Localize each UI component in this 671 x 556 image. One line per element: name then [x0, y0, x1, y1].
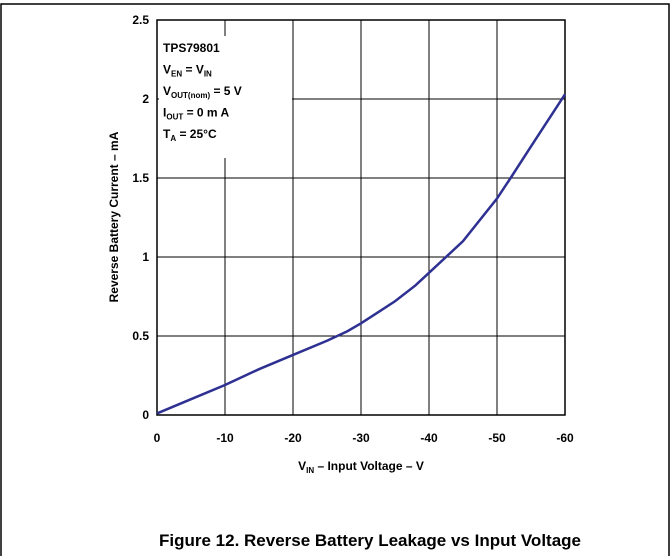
text-part: V: [298, 459, 306, 473]
y-tick-label: 0: [142, 408, 149, 422]
text-part: V: [163, 63, 171, 77]
x-tick-label: -60: [556, 431, 574, 445]
text-part: V: [163, 84, 171, 98]
x-tick-label: -10: [216, 431, 234, 445]
x-tick-label: -30: [352, 431, 370, 445]
subscript: A: [170, 134, 176, 143]
text-part: = 25°C: [176, 127, 217, 141]
subscript: EN: [171, 70, 182, 79]
x-axis-label: VIN – Input Voltage – V: [298, 459, 424, 475]
text-part: T: [163, 127, 171, 141]
annotation: IOUT = 0 m A: [163, 106, 229, 122]
figure-caption: Figure 12. Reverse Battery Leakage vs In…: [159, 531, 581, 550]
subscript: OUT: [166, 113, 183, 122]
subscript: IN: [306, 466, 314, 475]
text-part: = 5 V: [210, 84, 242, 98]
text-part: I: [163, 106, 166, 120]
text-part: = V: [182, 63, 204, 77]
y-tick-label: 2: [142, 92, 149, 106]
x-tick-label: 0: [154, 431, 161, 445]
y-axis-label: Reverse Battery Current – mA: [107, 131, 121, 302]
y-tick-label: 1: [142, 250, 149, 264]
annotation: TPS79801: [163, 41, 220, 55]
x-tick-label: -20: [284, 431, 302, 445]
y-tick-label: 2.5: [132, 13, 149, 27]
subscript: OUT(nom): [171, 91, 210, 100]
subscript: IN: [204, 70, 212, 79]
frame: [0, 3, 670, 556]
text-part: = 0 m A: [183, 106, 229, 120]
y-tick-label: 1.5: [132, 171, 149, 185]
annotation: VEN = VIN: [163, 63, 212, 79]
annotation-box: [159, 36, 292, 158]
annotation: VOUT(nom) = 5 V: [163, 84, 242, 100]
y-tick-label: 0.5: [132, 329, 149, 343]
text-part: TPS79801: [163, 41, 220, 55]
annotation: TA = 25°C: [163, 127, 217, 143]
plot-border: [156, 19, 566, 416]
text-part: – Input Voltage – V: [314, 459, 424, 473]
x-tick-label: -50: [488, 431, 506, 445]
data-line: [156, 93, 567, 415]
x-tick-label: -40: [420, 431, 438, 445]
